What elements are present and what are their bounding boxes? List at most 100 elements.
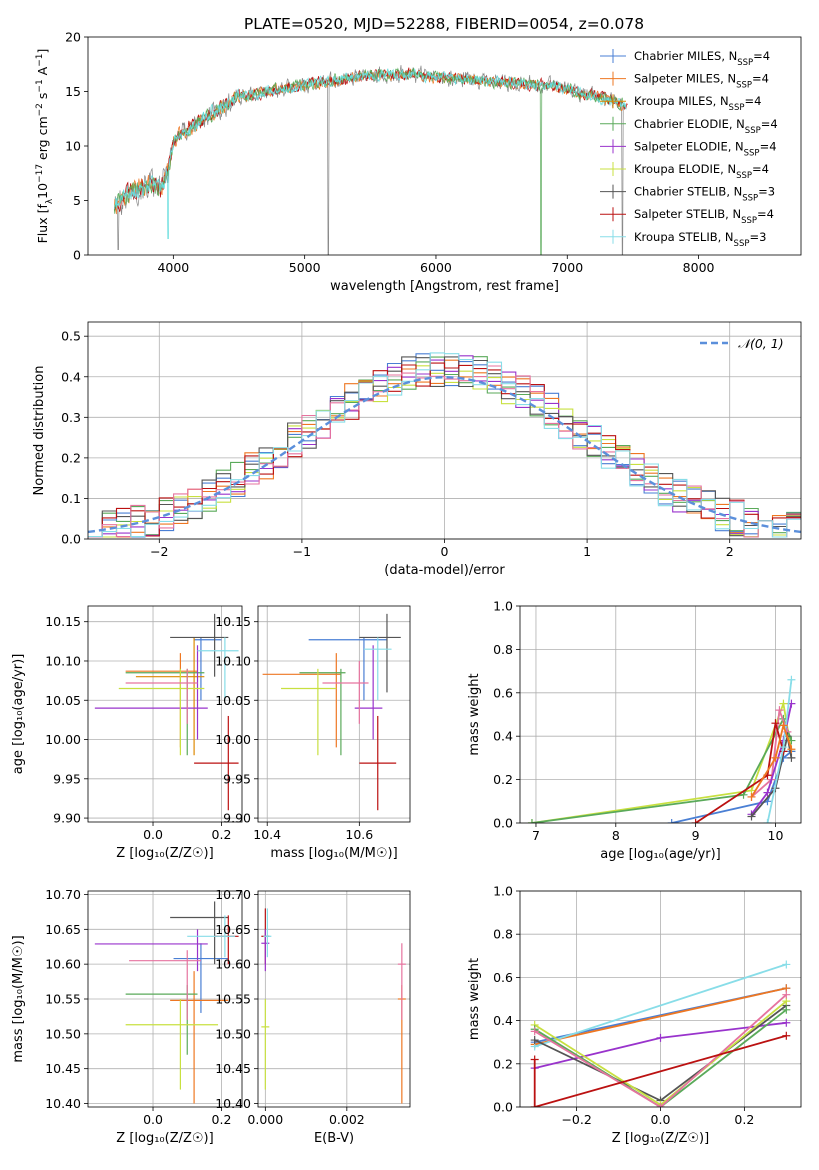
- legend-label: Kroupa ELODIE, NSSP=4: [634, 162, 769, 181]
- plot-area: [527, 675, 796, 823]
- series-point: [779, 743, 788, 752]
- y-tick-label: 10.15: [215, 614, 251, 629]
- y-tick-label: 0.4: [493, 729, 513, 744]
- y-tick-label: 10.65: [215, 922, 251, 937]
- y-tick-label: 10.15: [45, 614, 81, 629]
- series-point: [782, 1031, 791, 1040]
- y-tick-label: 10.05: [215, 693, 251, 708]
- series-line: [695, 722, 785, 823]
- legend-label-tail: =4: [760, 139, 777, 153]
- age-vs-mass-plot: 10.4 10.6 9.90 9.95 10.00 10.05 10.10 10.15 mass…: [215, 605, 411, 861]
- series-point: [530, 1103, 539, 1107]
- y-tick-label: 0.8: [493, 927, 513, 942]
- spectrum-line: [113, 65, 626, 255]
- legend-label-text: Salpeter STELIB, N: [634, 207, 741, 221]
- axes-frame: [87, 36, 802, 256]
- x-tick-label: 10.6: [345, 827, 373, 842]
- legend-label-tail: =3: [749, 230, 766, 244]
- y-tick-label: 10.40: [45, 1096, 81, 1111]
- y-axis-label-part: ]: [35, 49, 50, 54]
- series-point: [779, 721, 788, 730]
- series-point: [787, 675, 796, 684]
- series-line: [750, 722, 793, 798]
- legend-label-text: Chabrier MILES, N: [634, 49, 737, 63]
- legend-label-text: Chabrier ELODIE, N: [634, 117, 745, 131]
- y-tick-label: 1.0: [493, 884, 513, 899]
- series-line: [531, 716, 793, 823]
- mass-weight-vs-metallicity-plot: −0.2 0.0 0.2 0.0 0.2 0.4 0.6 0.8 1.0 Z [log₁₀(Z/Z…: [467, 884, 802, 1146]
- series-point: [763, 819, 772, 823]
- legend-label-sub: SSP: [737, 58, 753, 68]
- y-tick-label: 9.90: [223, 811, 251, 826]
- legend-label-tail: =4: [752, 72, 769, 86]
- legend-label: Chabrier STELIB, NSSP=3: [634, 185, 775, 204]
- y-tick-label: 0: [73, 248, 81, 263]
- legend-label-sub: SSP: [736, 81, 752, 91]
- y-axis-label: Flux [fλ10−17 erg cm−2 s−1 A−1]: [35, 49, 55, 244]
- x-tick-label: 9: [692, 828, 700, 843]
- y-tick-label: 0.1: [61, 491, 81, 506]
- spectrum-line: [113, 67, 628, 213]
- y-tick-label: 20: [65, 30, 81, 45]
- histogram-step: [88, 362, 801, 538]
- series-point: [530, 1036, 539, 1045]
- legend-label: Kroupa STELIB, NSSP=3: [634, 230, 766, 249]
- y-tick-label: 10.45: [215, 1061, 251, 1076]
- age-vs-metallicity-plot: 0.0 0.2 9.90 9.95 10.00 10.05 10.10 10.15 Z [log…: [11, 605, 243, 861]
- plot-area: [94, 613, 239, 811]
- y-tick-label: 9.95: [53, 771, 81, 786]
- legend-label: Salpeter STELIB, NSSP=4: [634, 207, 774, 226]
- legend-label-tail: =4: [753, 49, 770, 63]
- series-point: [771, 753, 780, 762]
- y-tick-label: 9.90: [53, 811, 81, 826]
- x-tick-label: 8: [612, 828, 620, 843]
- y-tick-label: 10.55: [45, 992, 81, 1007]
- legend-label-sub: SSP: [742, 194, 758, 204]
- y-tick-label: 10.60: [215, 957, 251, 972]
- y-axis-label-part: −1: [35, 54, 45, 67]
- legend-label-text: Kroupa MILES, N: [634, 94, 729, 108]
- x-tick-label: −2: [150, 544, 168, 559]
- series-line: [534, 963, 787, 1048]
- series-line: [534, 994, 787, 1107]
- legend-label-sub: SSP: [736, 171, 752, 181]
- axes-frame: [87, 890, 243, 1108]
- legend-label-text: Salpeter MILES, N: [634, 72, 736, 86]
- y-axis-label: mass weight: [467, 958, 482, 1040]
- series-point: [787, 745, 796, 754]
- legend-label-tail: =4: [744, 94, 761, 108]
- y-axis-label-part: −2: [35, 103, 45, 116]
- y-tick-label: 10.55: [215, 992, 251, 1007]
- y-tick-label: 10.00: [45, 732, 81, 747]
- series-point: [775, 706, 784, 715]
- series-point: [656, 1033, 665, 1042]
- series-point: [691, 819, 700, 823]
- x-axis-label: E(B-V): [314, 1131, 354, 1146]
- y-tick-label: 9.95: [223, 771, 251, 786]
- spectrum-line: [113, 67, 626, 255]
- y-axis-label-part: 10: [35, 183, 50, 199]
- plot-area: [88, 352, 801, 538]
- legend-label-sub: SSP: [745, 126, 761, 136]
- series-point: [787, 753, 796, 762]
- series-line: [534, 1009, 787, 1107]
- x-tick-label: 0.2: [212, 1112, 232, 1127]
- y-tick-label: 10.05: [45, 693, 81, 708]
- y-axis-label: age [log₁₀(age/yr)]: [11, 654, 26, 775]
- y-tick-label: 0.0: [493, 1100, 513, 1115]
- x-tick-label: −0.2: [561, 1112, 591, 1127]
- x-tick-label: 10: [768, 828, 784, 843]
- axes-frame: [257, 605, 411, 823]
- series-line: [534, 987, 787, 1046]
- x-tick-label: 1: [583, 544, 591, 559]
- spectrum-plot: 4000 5000 6000 7000 8000 0 5 10 15 20 wavelength […: [35, 30, 802, 294]
- axes-frame: [519, 605, 802, 824]
- axes-frame: [87, 605, 243, 823]
- y-tick-label: 5: [73, 193, 81, 208]
- plot-area: [261, 908, 406, 1104]
- x-tick-label: 7000: [551, 260, 583, 275]
- legend-label-sub: SSP: [734, 239, 750, 249]
- series-point: [530, 1055, 539, 1064]
